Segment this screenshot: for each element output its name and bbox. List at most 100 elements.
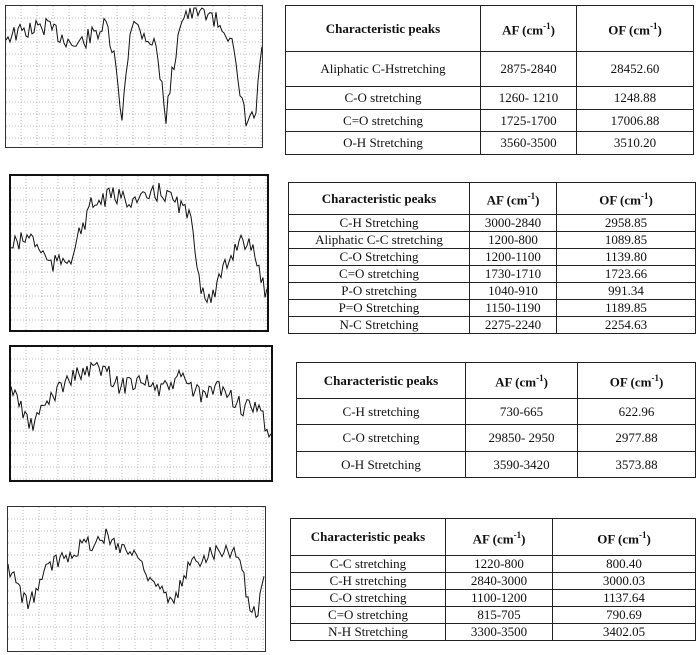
header-text: ) xyxy=(521,531,526,547)
table-cell: P=O Stretching xyxy=(288,299,470,317)
table-cell: Aliphatic C-C stretching xyxy=(288,231,470,249)
table-cell: 1150-1190 xyxy=(469,299,557,317)
header-text: ) xyxy=(658,374,664,390)
table-cell: O-H Stretching xyxy=(296,451,466,478)
header-text: AF (cm xyxy=(472,531,514,547)
table-cell: O-H Stretching xyxy=(285,131,481,155)
header-cell: Characteristic peaks xyxy=(285,5,481,52)
header-cell: OF (cm-1) xyxy=(577,362,696,399)
header-cell: OF (cm-1) xyxy=(552,518,696,556)
header-text: Characteristic peaks xyxy=(321,190,437,206)
table-row: C-O stretching 1260- 1210 1248.88 xyxy=(285,86,694,110)
header-cell: Characteristic peaks xyxy=(290,518,446,556)
header-text: OF (cm xyxy=(608,22,650,38)
peaks-table: Characteristic peaks AF (cm-1) OF (cm-1) C-… xyxy=(296,362,696,478)
table-cell: 991.34 xyxy=(556,282,696,300)
spectrum-line xyxy=(11,361,271,439)
table-row: O-H Stretching 3560-3500 3510.20 xyxy=(285,131,694,155)
table-cell: 1040-910 xyxy=(469,282,557,300)
header-row: Characteristic peaks AF (cm-1) OF (cm-1) xyxy=(290,518,696,556)
header-row: Characteristic peaks AF (cm-1) OF (cm-1) xyxy=(288,182,696,215)
table-row: N-C Stretching 2275-2240 2254.63 xyxy=(288,316,696,334)
table-cell: 622.96 xyxy=(577,398,696,425)
table-cell: C=O stretching xyxy=(285,109,481,132)
table-cell: 1200-800 xyxy=(469,231,557,249)
table-cell: C=O stretching xyxy=(288,265,470,283)
header-sup: -1 xyxy=(527,191,536,202)
header-cell: AF (cm-1) xyxy=(480,5,577,52)
table-cell: P-O stretching xyxy=(288,282,470,300)
header-text: ) xyxy=(646,531,651,547)
table-cell: C=O stretching xyxy=(290,606,446,624)
table-cell: C-O stretching xyxy=(296,424,466,452)
table-cell: 1725-1700 xyxy=(480,109,577,132)
table-row: C-H stretching 2840-3000 3000.03 xyxy=(290,572,696,590)
table-cell: 1100-1200 xyxy=(445,589,553,607)
header-text: OF (cm xyxy=(609,374,652,390)
table-cell: 3300-3500 xyxy=(445,623,553,641)
table-cell: 1730-1710 xyxy=(469,265,557,283)
spectrum-line xyxy=(8,528,265,619)
table-cell: C-O stretching xyxy=(290,589,446,607)
header-cell: AF (cm-1) xyxy=(445,518,553,556)
header-text: Characteristic peaks xyxy=(323,372,439,388)
table-cell: 17006.88 xyxy=(576,109,694,132)
header-text: ) xyxy=(535,192,540,208)
table-row: P-O stretching 1040-910 991.34 xyxy=(288,282,696,300)
header-text: ) xyxy=(543,374,548,390)
table-row: Aliphatic C-C stretching 1200-800 1089.85 xyxy=(288,231,696,249)
table-row: C-H Stretching 3000-2840 2958.85 xyxy=(288,214,696,232)
table-cell: 2840-3000 xyxy=(445,572,553,590)
header-text: AF (cm xyxy=(495,374,537,390)
table-cell: N-H Stretching xyxy=(290,623,446,641)
table-cell: 2977.88 xyxy=(577,424,696,452)
table-cell: 1248.88 xyxy=(576,86,694,110)
table-cell: N-C Stretching xyxy=(288,316,470,334)
header-text: AF (cm xyxy=(486,192,528,208)
table-cell: 1220-800 xyxy=(445,555,553,573)
table-cell: 3590-3420 xyxy=(465,451,578,478)
header-text: ) xyxy=(657,22,662,38)
table-cell: 2875-2840 xyxy=(480,51,577,87)
header-sup: -1 xyxy=(649,21,658,32)
header-cell: Characteristic peaks xyxy=(296,362,466,399)
table-cell: C-C stretching xyxy=(290,555,446,573)
table-cell: 2254.63 xyxy=(556,316,696,334)
spectrum-line xyxy=(11,182,267,304)
header-row: Characteristic peaks AF (cm-1) OF (cm-1) xyxy=(285,5,694,52)
header-sup: -1 xyxy=(640,191,649,202)
peaks-table: Characteristic peaks AF (cm-1) OF (cm-1) C-… xyxy=(288,182,696,334)
table-row: C-H stretching 730-665 622.96 xyxy=(296,398,696,425)
spectrum xyxy=(11,176,267,330)
table-cell: 1723.66 xyxy=(556,265,696,283)
spectrum-image xyxy=(5,5,263,148)
table-cell: 3402.05 xyxy=(552,623,696,641)
table-cell: 28452.60 xyxy=(576,51,694,87)
table-cell: 3573.88 xyxy=(577,451,696,478)
header-text: Characteristic peaks xyxy=(310,529,426,544)
header-text: Characteristic peaks xyxy=(325,20,441,36)
table-row: N-H Stretching 3300-3500 3402.05 xyxy=(290,623,696,641)
header-text: OF (cm xyxy=(599,192,641,208)
header-cell: AF (cm-1) xyxy=(465,362,578,399)
spectrum xyxy=(11,347,271,480)
spectrum xyxy=(8,507,265,651)
spectrum-image xyxy=(9,345,273,482)
table-cell: 3560-3500 xyxy=(480,131,577,155)
table-cell: 815-705 xyxy=(445,606,553,624)
table-row: C=O stretching 1730-1710 1723.66 xyxy=(288,265,696,283)
table-cell: C-O Stretching xyxy=(288,248,470,266)
table-row: C-O stretching 1100-1200 1137.64 xyxy=(290,589,696,607)
header-text: AF (cm xyxy=(502,22,544,38)
spectrum xyxy=(6,6,262,147)
table-cell: C-O stretching xyxy=(285,86,481,110)
header-sup: -1 xyxy=(651,373,659,384)
header-sup: -1 xyxy=(638,529,647,540)
table-cell: 29850- 2950 xyxy=(465,424,578,452)
table-cell: 3000-2840 xyxy=(469,214,557,232)
table-row: Aliphatic C-Hstretching 2875-2840 28452.60 xyxy=(285,51,694,87)
table-row: C-O stretching 29850- 2950 2977.88 xyxy=(296,424,696,452)
header-sup: -1 xyxy=(536,373,544,384)
table-cell: 730-665 xyxy=(465,398,578,425)
